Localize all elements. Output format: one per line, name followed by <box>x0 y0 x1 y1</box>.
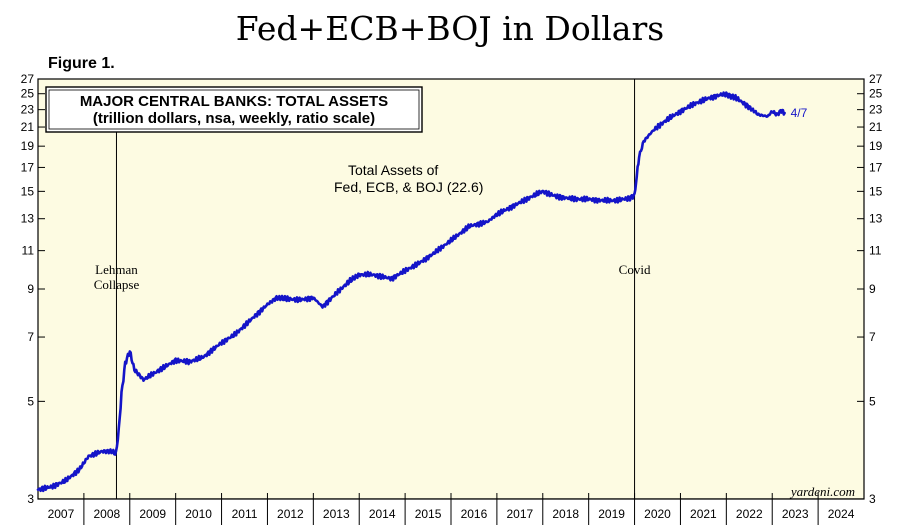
end-value-label: 4/7 <box>791 106 808 120</box>
xtick-label: 2010 <box>185 507 212 521</box>
ytick-label-right: 27 <box>869 72 883 86</box>
ytick-label-left: 27 <box>21 72 35 86</box>
ytick-label-left: 21 <box>21 120 35 134</box>
series-label-line2: Fed, ECB, & BOJ (22.6) <box>334 179 483 195</box>
figure-label: Figure 1. <box>48 55 115 72</box>
ytick-label-left: 11 <box>22 244 35 258</box>
series-label-line1: Total Assets of <box>348 162 438 178</box>
ytick-label-right: 21 <box>869 120 883 134</box>
ytick-label-right: 7 <box>869 330 876 344</box>
ytick-label-left: 9 <box>27 282 34 296</box>
lehman-label-line2: Collapse <box>94 277 140 292</box>
xtick-label: 2014 <box>369 507 396 521</box>
plot-area <box>37 78 865 500</box>
ytick-label-left: 23 <box>21 103 35 117</box>
page-headline: Fed+ECB+BOJ in Dollars <box>236 9 664 48</box>
xtick-label: 2022 <box>736 507 763 521</box>
ytick-label-right: 3 <box>869 492 876 506</box>
ytick-label-left: 15 <box>21 184 35 198</box>
xtick-label: 2020 <box>644 507 671 521</box>
ytick-label-right: 9 <box>869 282 876 296</box>
xtick-label: 2008 <box>93 507 120 521</box>
ytick-label-right: 17 <box>869 160 883 174</box>
xtick-label: 2013 <box>323 507 350 521</box>
xtick-label: 2015 <box>415 507 442 521</box>
ytick-label-right: 5 <box>869 394 876 408</box>
chart-title: MAJOR CENTRAL BANKS: TOTAL ASSETS <box>80 93 388 110</box>
xtick-label: 2024 <box>828 507 855 521</box>
xtick-label: 2009 <box>139 507 166 521</box>
xtick-label: 2018 <box>552 507 579 521</box>
ytick-label-left: 19 <box>21 139 35 153</box>
source-label: yardeni.com <box>789 484 855 499</box>
xtick-label: 2023 <box>782 507 809 521</box>
xtick-label: 2011 <box>232 507 258 521</box>
ytick-label-left: 17 <box>21 160 35 174</box>
ytick-label-left: 13 <box>21 212 35 226</box>
ytick-label-left: 3 <box>27 492 34 506</box>
ytick-label-right: 25 <box>869 87 883 101</box>
ytick-label-right: 13 <box>869 212 883 226</box>
xtick-label: 2016 <box>461 507 488 521</box>
ytick-label-left: 25 <box>21 87 35 101</box>
ytick-label-right: 11 <box>869 244 882 258</box>
chart-title-box: MAJOR CENTRAL BANKS: TOTAL ASSETS (trill… <box>45 86 423 133</box>
chart-subtitle: (trillion dollars, nsa, weekly, ratio sc… <box>93 110 375 127</box>
covid-label: Covid <box>619 262 651 277</box>
ytick-label-right: 19 <box>869 139 883 153</box>
ytick-label-left: 5 <box>27 394 34 408</box>
x-axis: 2007 2008 2009 2010 2011 2012 2013 2014 2015 2016… <box>48 493 855 525</box>
xtick-label: 2017 <box>506 507 533 521</box>
ytick-label-right: 23 <box>869 103 883 117</box>
xtick-label: 2021 <box>690 507 717 521</box>
xtick-label: 2019 <box>598 507 625 521</box>
ytick-label-left: 7 <box>27 330 34 344</box>
lehman-label-line1: Lehman <box>95 262 138 277</box>
series-line-total-assets <box>36 91 786 493</box>
ytick-label-right: 15 <box>869 184 883 198</box>
xtick-label: 2007 <box>48 507 75 521</box>
xtick-label: 2012 <box>277 507 304 521</box>
